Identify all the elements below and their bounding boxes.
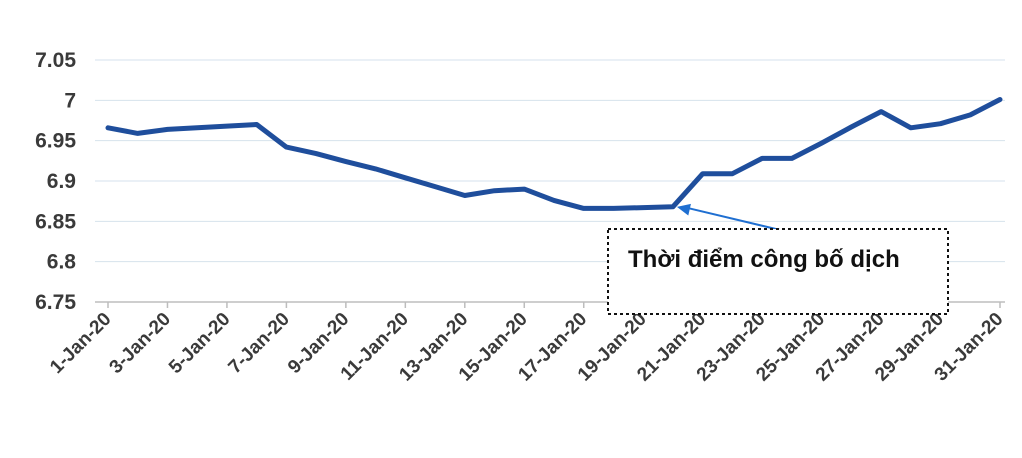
annotation-box xyxy=(607,228,949,315)
y-tick-label: 7 xyxy=(64,89,76,112)
y-axis-tick-labels: 6.75 6.8 6.85 6.9 6.95 7 7.05 xyxy=(35,49,76,314)
annotation: Thời điểm công bố dịch xyxy=(607,203,949,315)
x-tick-label: 7-Jan-20 xyxy=(225,309,294,378)
y-tick-label: 6.95 xyxy=(35,130,76,153)
x-tick-label: 3-Jan-20 xyxy=(106,309,175,378)
x-axis-tick-labels: 1-Jan-203-Jan-205-Jan-207-Jan-209-Jan-20… xyxy=(46,309,1007,386)
y-tick-label: 6.75 xyxy=(35,291,76,314)
x-tick-label: 1-Jan-20 xyxy=(46,309,115,378)
y-tick-label: 7.05 xyxy=(35,49,76,72)
series-line-0 xyxy=(105,97,1003,211)
y-tick-label: 6.8 xyxy=(47,251,77,274)
annotation-text: Thời điểm công bố dịch xyxy=(628,246,900,273)
annotation-arrow xyxy=(686,206,781,231)
y-tick-label: 6.85 xyxy=(35,210,76,233)
x-tick-label: 5-Jan-20 xyxy=(165,309,234,378)
y-tick-label: 6.9 xyxy=(47,170,76,193)
series xyxy=(105,97,1003,211)
annotation-arrow-head xyxy=(676,203,691,216)
